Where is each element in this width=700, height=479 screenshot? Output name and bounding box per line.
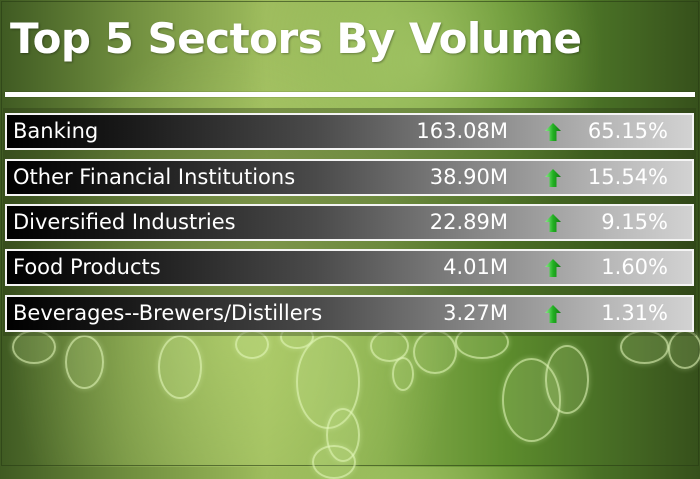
table-row[interactable]: Diversified Industries 22.89M 9.15% xyxy=(5,204,694,241)
sector-volume: 38.90M xyxy=(429,165,508,189)
up-arrow-icon xyxy=(545,305,561,323)
up-arrow-icon xyxy=(545,123,561,141)
sector-name: Banking xyxy=(13,119,99,143)
sector-share: 1.31% xyxy=(601,301,668,325)
sector-name: Food Products xyxy=(13,255,161,279)
up-arrow-icon xyxy=(545,214,561,232)
sector-share: 9.15% xyxy=(601,210,668,234)
sector-name: Beverages--Brewers/Distillers xyxy=(13,301,323,325)
sector-name: Diversified Industries xyxy=(13,210,236,234)
up-arrow-icon xyxy=(545,259,561,277)
sector-volume: 4.01M xyxy=(443,255,508,279)
sector-share: 65.15% xyxy=(587,119,668,143)
sector-name: Other Financial Institutions xyxy=(13,165,296,189)
sector-volume: 22.89M xyxy=(429,210,508,234)
sector-share: 15.54% xyxy=(587,165,668,189)
table-row[interactable]: Banking 163.08M 65.15% xyxy=(5,113,694,150)
table-row[interactable]: Beverages--Brewers/Distillers 3.27M 1.31… xyxy=(5,295,694,332)
sector-volume: 3.27M xyxy=(443,301,508,325)
table-row[interactable]: Food Products 4.01M 1.60% xyxy=(5,249,694,286)
title-divider xyxy=(5,92,695,97)
up-arrow-icon xyxy=(545,169,561,187)
sector-share: 1.60% xyxy=(601,255,668,279)
table-row[interactable]: Other Financial Institutions 38.90M 15.5… xyxy=(5,159,694,196)
page-title: Top 5 Sectors By Volume xyxy=(10,14,582,63)
sector-volume: 163.08M xyxy=(416,119,508,143)
